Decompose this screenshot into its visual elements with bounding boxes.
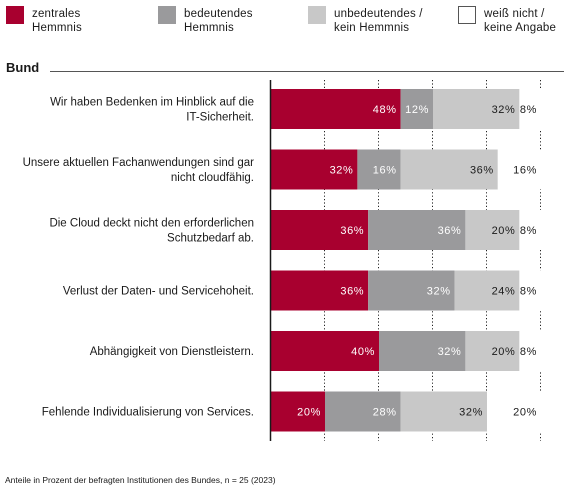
bar-3-series-3 xyxy=(465,210,520,250)
data-label-2-series-1: 32% xyxy=(330,165,354,177)
category-label-3-line-1: Die Cloud deckt nicht den erforderlichen xyxy=(49,218,254,230)
data-label-1-series-3: 32% xyxy=(492,104,516,116)
bar-4-series-2 xyxy=(368,270,455,311)
data-label-6-series-3: 32% xyxy=(459,407,483,419)
data-label-4-series-3: 24% xyxy=(492,286,516,298)
bar-2-series-2 xyxy=(357,149,401,190)
data-label-1-series-1: 48% xyxy=(373,104,397,116)
bar-1-series-3 xyxy=(433,89,520,129)
bar-6-series-3 xyxy=(400,391,487,432)
bar-5-series-1 xyxy=(271,331,379,371)
bar-1-series-4 xyxy=(519,89,541,129)
bar-3-series-4 xyxy=(519,210,541,250)
category-label-3-line-2: Schutzbedarf ab. xyxy=(167,233,254,245)
legend-label-zentrales: zentrales Hemmnis xyxy=(32,8,82,34)
category-label-4-line-1: Verlust der Daten- und Servicehoheit. xyxy=(63,286,254,298)
bar-1-series-2 xyxy=(400,89,433,129)
category-label-1-line-2: IT-Sicherheit. xyxy=(186,112,254,124)
data-label-5-series-2: 32% xyxy=(438,346,462,358)
legend-swatch-unbedeutendes xyxy=(308,6,326,24)
bar-2-series-3 xyxy=(400,149,498,190)
category-label-1-line-1: Wir haben Bedenken im Hinblick auf die xyxy=(50,97,254,109)
bar-2-series-1 xyxy=(271,149,358,190)
data-label-5-series-4: 8% xyxy=(520,346,537,358)
data-label-3-series-2: 36% xyxy=(438,225,462,237)
data-label-4-series-1: 36% xyxy=(340,286,364,298)
bar-2-series-4 xyxy=(497,149,541,190)
data-label-2-series-3: 36% xyxy=(470,165,494,177)
data-label-4-series-2: 32% xyxy=(427,286,451,298)
bar-5-series-2 xyxy=(379,331,466,371)
bar-6-series-1 xyxy=(271,391,325,432)
data-label-6-series-2: 28% xyxy=(373,407,397,419)
data-label-2-series-4: 16% xyxy=(513,165,537,177)
group-title: Bund xyxy=(6,60,40,75)
bar-5-series-4 xyxy=(519,331,541,371)
data-label-4-series-4: 8% xyxy=(520,286,537,298)
legend: zentrales Hemmnis bedeutendes Hemmnis un… xyxy=(0,5,565,45)
category-label-2-line-2: nicht cloudfähig. xyxy=(171,172,254,184)
legend-label-unbedeutendes: unbedeutendes / kein Hemmnis xyxy=(334,8,423,34)
data-label-2-series-2: 16% xyxy=(373,165,397,177)
legend-swatch-zentrales xyxy=(6,6,24,24)
group-rule xyxy=(50,71,564,72)
data-label-3-series-4: 8% xyxy=(520,225,537,237)
data-label-3-series-3: 20% xyxy=(492,225,516,237)
bar-6-series-4 xyxy=(487,391,541,432)
bar-3-series-2 xyxy=(368,210,466,250)
data-label-3-series-1: 36% xyxy=(340,225,364,237)
stacked-bar-chart: Wir haben Bedenken im Hinblick auf die IT… xyxy=(23,80,541,441)
data-label-1-series-2: 12% xyxy=(405,104,429,116)
footnote: Anteile in Prozent der befragten Institu… xyxy=(5,475,276,485)
bar-4-series-4 xyxy=(519,270,541,311)
data-label-6-series-1: 20% xyxy=(297,407,321,419)
category-label-2-line-1: Unsere aktuellen Fachanwendungen sind ga… xyxy=(23,157,255,169)
data-label-6-series-4: 20% xyxy=(513,407,537,419)
data-label-5-series-1: 40% xyxy=(351,346,375,358)
legend-swatch-weiss-nicht xyxy=(458,6,476,24)
legend-swatch-bedeutendes xyxy=(158,6,176,24)
legend-label-bedeutendes: bedeutendes Hemmnis xyxy=(184,8,253,34)
bar-6-series-2 xyxy=(325,391,401,432)
legend-label-weiss-nicht: weiß nicht / keine Angabe xyxy=(484,8,557,34)
category-label-5-line-1: Abhängigkeit von Dienstleistern. xyxy=(90,346,254,358)
category-label-6-line-1: Fehlende Individualisierung von Services… xyxy=(42,407,254,419)
data-label-1-series-4: 8% xyxy=(520,104,537,116)
bar-1-series-1 xyxy=(271,89,401,129)
bar-4-series-1 xyxy=(271,270,369,311)
bar-3-series-1 xyxy=(271,210,369,250)
bar-4-series-3 xyxy=(454,270,520,311)
bar-5-series-3 xyxy=(465,331,520,371)
data-label-5-series-3: 20% xyxy=(492,346,516,358)
